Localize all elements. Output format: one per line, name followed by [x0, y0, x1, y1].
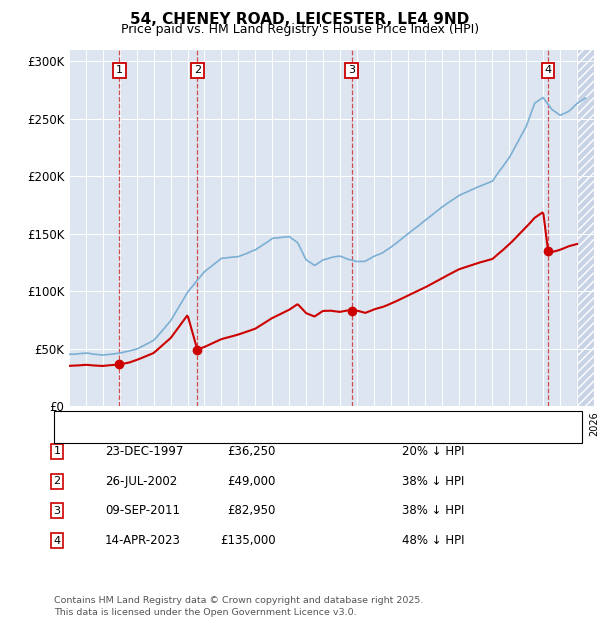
Text: 20% ↓ HPI: 20% ↓ HPI	[402, 445, 464, 458]
Text: 4: 4	[53, 536, 61, 546]
Bar	[577, 50, 594, 406]
Text: 3: 3	[348, 65, 355, 75]
Text: 54, CHENEY ROAD, LEICESTER, LE4 9ND: 54, CHENEY ROAD, LEICESTER, LE4 9ND	[130, 12, 470, 27]
Bar	[577, 50, 594, 406]
Text: 2: 2	[53, 476, 61, 486]
Text: 2: 2	[194, 65, 201, 75]
Text: £135,000: £135,000	[220, 534, 276, 547]
Text: 54, CHENEY ROAD, LEICESTER, LE4 9ND (semi-detached house): 54, CHENEY ROAD, LEICESTER, LE4 9ND (sem…	[87, 415, 419, 425]
Text: 26-JUL-2002: 26-JUL-2002	[105, 475, 177, 487]
Text: HPI: Average price, semi-detached house, Leicester: HPI: Average price, semi-detached house,…	[87, 430, 356, 440]
Text: £36,250: £36,250	[227, 445, 276, 458]
Text: £49,000: £49,000	[227, 475, 276, 487]
Text: 3: 3	[53, 506, 61, 516]
Text: 38% ↓ HPI: 38% ↓ HPI	[402, 505, 464, 517]
Text: 1: 1	[116, 65, 123, 75]
Text: 38% ↓ HPI: 38% ↓ HPI	[402, 475, 464, 487]
Text: Price paid vs. HM Land Registry's House Price Index (HPI): Price paid vs. HM Land Registry's House …	[121, 23, 479, 36]
Text: 1: 1	[53, 446, 61, 456]
Text: £82,950: £82,950	[227, 505, 276, 517]
Text: 09-SEP-2011: 09-SEP-2011	[105, 505, 180, 517]
Text: Contains HM Land Registry data © Crown copyright and database right 2025.
This d: Contains HM Land Registry data © Crown c…	[54, 596, 424, 617]
Text: 4: 4	[544, 65, 551, 75]
Text: 48% ↓ HPI: 48% ↓ HPI	[402, 534, 464, 547]
Text: 23-DEC-1997: 23-DEC-1997	[105, 445, 184, 458]
Text: 14-APR-2023: 14-APR-2023	[105, 534, 181, 547]
